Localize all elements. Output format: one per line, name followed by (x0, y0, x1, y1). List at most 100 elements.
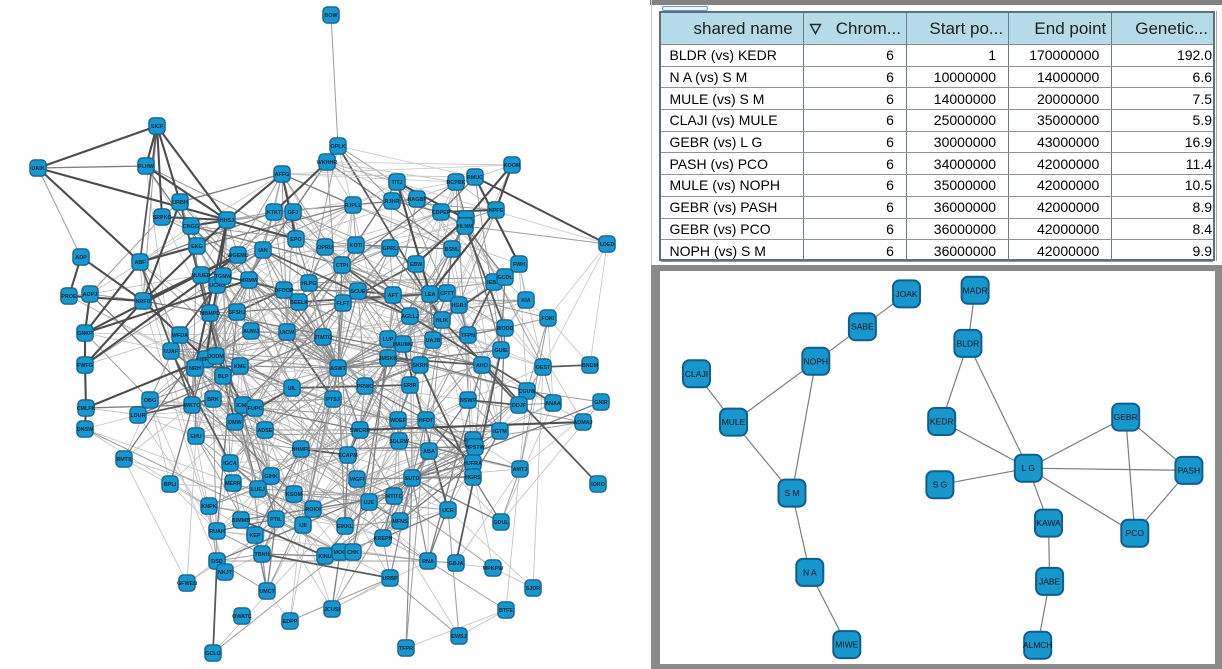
svg-text:PCO: PCO (1126, 528, 1145, 538)
svg-text:OWATC: OWATC (232, 614, 252, 620)
svg-text:BPLI: BPLI (164, 482, 177, 488)
svg-text:HLIK: HLIK (436, 318, 449, 324)
svg-text:CHK: CHK (347, 550, 359, 556)
svg-text:HPSTW: HPSTW (465, 445, 485, 451)
svg-text:MBMPD: MBMPD (200, 311, 220, 317)
svg-text:TFPN: TFPN (461, 333, 475, 339)
svg-text:PASH: PASH (1178, 465, 1201, 475)
svg-text:GFJ: GFJ (288, 210, 298, 216)
svg-text:AFFG: AFFG (275, 172, 290, 178)
svg-text:WDEF: WDEF (390, 418, 407, 424)
svg-text:BTFE: BTFE (499, 608, 513, 614)
svg-text:BLDR: BLDR (957, 338, 980, 348)
svg-text:JTMTG: JTMTG (314, 335, 332, 341)
svg-text:HLPG: HLPG (302, 281, 317, 287)
svg-text:FWH: FWH (513, 262, 525, 268)
svg-text:NUUED: NUUED (191, 273, 210, 279)
svg-text:AMTJ: AMTJ (513, 467, 528, 473)
svg-text:CDPEP: CDPEP (432, 210, 451, 216)
svg-text:KME: KME (234, 364, 246, 370)
svg-text:N A: N A (803, 567, 817, 577)
svg-text:AGLLJ: AGLLJ (401, 314, 419, 320)
svg-text:BIMMB: BIMMB (232, 518, 250, 524)
svg-text:IAN: IAN (258, 248, 267, 254)
svg-text:SABE: SABE (851, 322, 874, 332)
svg-text:CMLFK: CMLFK (77, 406, 96, 412)
svg-text:MIWE: MIWE (835, 640, 858, 650)
svg-text:WKHHR: WKHHR (317, 160, 338, 166)
svg-text:LUP: LUP (383, 337, 394, 343)
svg-text:TITJ: TITJ (391, 180, 402, 186)
svg-text:IGTM: IGTM (493, 429, 507, 435)
svg-text:SWCRR: SWCRR (350, 428, 370, 434)
svg-text:URBH: URBH (172, 200, 188, 206)
svg-text:KSOM: KSOM (286, 492, 303, 498)
svg-text:ADP: ADP (75, 255, 87, 261)
svg-text:SCUE: SCUE (351, 289, 366, 295)
svg-text:URBP: URBP (382, 576, 398, 582)
svg-text:OBG: OBG (144, 398, 156, 404)
svg-text:DMW: DMW (228, 420, 242, 426)
svg-text:BEELK: BEELK (290, 300, 308, 306)
svg-text:UICW: UICW (280, 330, 295, 336)
svg-text:KEP: KEP (249, 533, 260, 539)
svg-text:UJE: UJE (364, 500, 375, 506)
svg-text:PRWC: PRWC (357, 384, 373, 390)
svg-text:ECAPM: ECAPM (338, 453, 358, 459)
svg-text:MTITC: MTITC (386, 494, 403, 500)
svg-text:NOPH: NOPH (804, 356, 829, 366)
svg-text:GPRL: GPRL (383, 246, 399, 252)
svg-text:ERIR: ERIR (404, 383, 417, 389)
svg-text:KAWA: KAWA (1036, 518, 1061, 528)
svg-text:SRPKC: SRPKC (153, 215, 172, 221)
svg-text:MADR: MADR (963, 285, 988, 295)
svg-text:DFOOP: DFOOP (274, 288, 294, 294)
svg-text:WODD: WODD (496, 326, 513, 332)
svg-text:UJAF: UJAF (164, 349, 179, 355)
svg-text:HHMFL: HHMFL (292, 447, 312, 453)
svg-text:AOPJ: AOPJ (83, 292, 98, 298)
svg-text:L G: L G (1022, 463, 1035, 473)
svg-text:IGCA: IGCA (223, 461, 237, 467)
svg-text:SJDR: SJDR (526, 586, 540, 592)
svg-text:MPKPW: MPKPW (483, 566, 505, 572)
svg-text:EHU: EHU (190, 434, 201, 440)
svg-text:GDUL: GDUL (493, 520, 509, 526)
svg-text:SKRH: SKRH (412, 363, 427, 369)
svg-text:UMCT: UMCT (259, 589, 275, 595)
svg-text:ADMAJ: ADMAJ (573, 420, 592, 426)
svg-text:NRH: NRH (189, 366, 201, 372)
svg-text:SDLRW: SDLRW (389, 439, 410, 445)
svg-text:GUIE: GUIE (494, 348, 508, 354)
svg-text:PTSJ: PTSJ (326, 397, 339, 403)
svg-text:WKTC: WKTC (184, 403, 200, 409)
svg-text:MFNS: MFNS (392, 519, 408, 525)
svg-text:SFSHJ: SFSHJ (228, 310, 245, 316)
svg-text:ASWT: ASWT (330, 366, 347, 372)
svg-text:ABA: ABA (423, 449, 435, 455)
svg-text:AUWJ: AUWJ (243, 329, 259, 335)
svg-text:IORO: IORO (591, 482, 605, 488)
svg-text:HGRS: HGRS (465, 475, 481, 481)
svg-text:OPRU: OPRU (317, 245, 333, 251)
svg-text:DSD: DSD (211, 559, 222, 565)
svg-text:IJII: IJII (299, 523, 307, 529)
svg-text:MULE: MULE (722, 417, 746, 427)
svg-text:BSNL: BSNL (445, 247, 460, 253)
svg-text:HJFRA: HJFRA (464, 461, 482, 467)
svg-text:TGNW: TGNW (215, 274, 232, 280)
svg-text:FWFG: FWFG (77, 363, 93, 369)
svg-text:EBW: EBW (410, 262, 423, 268)
svg-text:GCDL: GCDL (497, 275, 513, 281)
svg-text:MERR: MERR (225, 481, 241, 487)
svg-text:ADSE: ADSE (258, 428, 273, 434)
svg-text:HAGBF: HAGBF (407, 197, 427, 203)
svg-text:ROIOI: ROIOI (305, 507, 321, 513)
svg-text:GIHK: GIHK (264, 474, 278, 480)
svg-text:BOW: BOW (324, 13, 338, 19)
svg-text:JODM: JODM (208, 354, 224, 360)
svg-text:HIRR: HIRR (199, 357, 212, 363)
svg-text:DNSW: DNSW (77, 427, 94, 433)
svg-text:JMSKK: JMSKK (379, 356, 398, 362)
svg-text:UCAU: UCAU (209, 283, 225, 289)
